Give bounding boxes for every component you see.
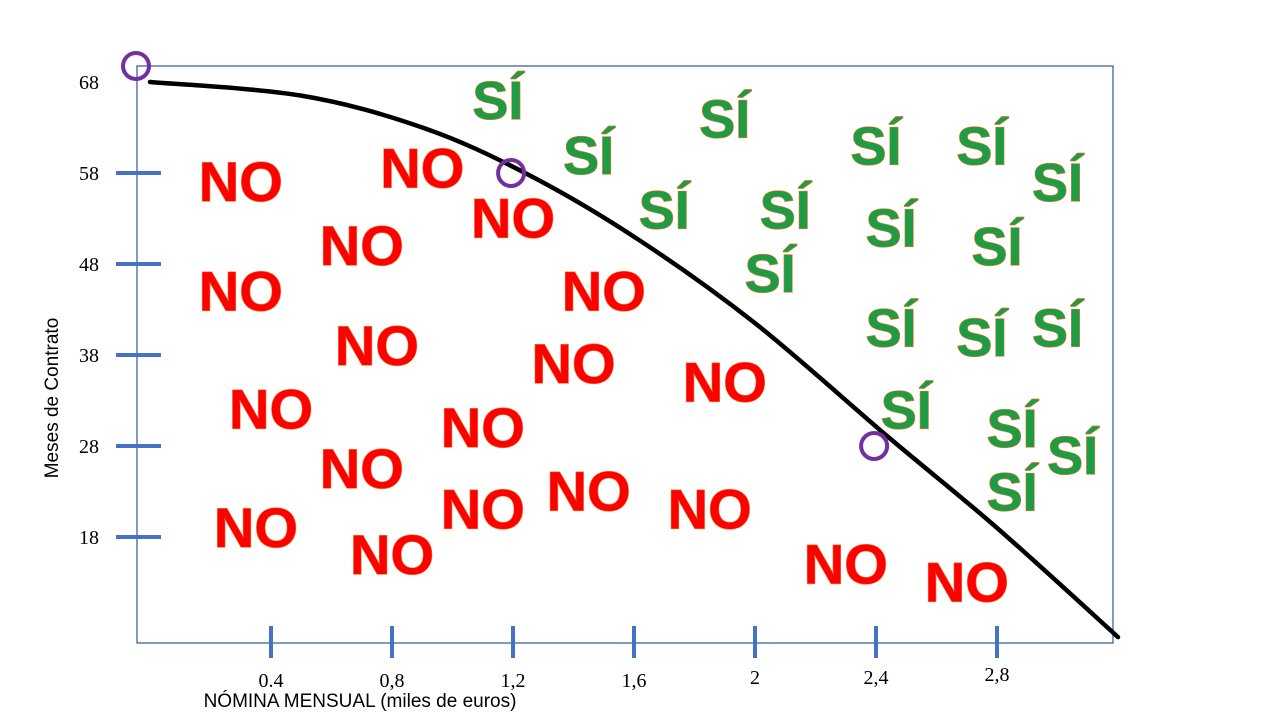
point-no: NO xyxy=(199,259,283,322)
y-axis-title: Meses de Contrato xyxy=(42,318,63,479)
point-si: SÍ xyxy=(699,89,752,149)
point-si: SÍ xyxy=(866,199,919,259)
point-si: SÍ xyxy=(639,180,692,240)
point-si: SÍ xyxy=(472,71,525,131)
point-no: NO xyxy=(199,150,283,213)
decision-boundary xyxy=(147,79,1121,640)
point-no: NO xyxy=(668,478,752,541)
point-no: NO xyxy=(320,214,404,277)
y-tick-label: 18 xyxy=(79,527,99,549)
x-tick-label: 2,8 xyxy=(985,664,1010,686)
highlight-marker xyxy=(496,158,527,188)
y-tick-label: 48 xyxy=(79,254,99,276)
y-tick-label: 58 xyxy=(79,163,99,185)
point-no: NO xyxy=(441,478,525,541)
y-tick-label: 38 xyxy=(79,345,99,367)
y-tick-label: 68 xyxy=(79,72,99,94)
x-tick-label: 0.4 xyxy=(259,670,284,692)
point-no: NO xyxy=(471,187,555,250)
point-si: SÍ xyxy=(1047,426,1100,486)
point-si: SÍ xyxy=(760,180,813,240)
point-no: NO xyxy=(532,332,616,395)
highlight-marker xyxy=(121,51,151,81)
point-no: NO xyxy=(229,378,313,441)
x-axis-title: NÓMINA MENSUAL (miles de euros) xyxy=(204,690,517,712)
point-si: SÍ xyxy=(745,244,798,304)
point-no: NO xyxy=(562,259,646,322)
x-tick-label: 2,4 xyxy=(864,667,889,689)
x-tick-label: 1,2 xyxy=(501,670,526,692)
point-si: SÍ xyxy=(956,308,1009,368)
x-tick-label: 1,6 xyxy=(622,670,647,692)
point-no: NO xyxy=(380,136,464,199)
point-no: NO xyxy=(925,551,1009,614)
point-si: SÍ xyxy=(850,117,903,177)
x-tick-label: 0,8 xyxy=(380,670,405,692)
point-no: NO xyxy=(214,496,298,559)
point-si: SÍ xyxy=(881,381,934,441)
point-si: SÍ xyxy=(971,217,1024,277)
point-no: NO xyxy=(804,532,888,595)
x-tick-label: 2 xyxy=(750,667,760,689)
point-no: NO xyxy=(335,314,419,377)
point-si: SÍ xyxy=(1032,299,1085,359)
point-si: SÍ xyxy=(866,299,919,359)
point-si: SÍ xyxy=(956,117,1009,177)
y-tick-label: 28 xyxy=(79,436,99,458)
point-no: NO xyxy=(320,437,404,500)
highlight-marker xyxy=(859,431,890,461)
point-no: NO xyxy=(683,350,767,413)
point-no: NO xyxy=(547,460,631,523)
point-si: SÍ xyxy=(987,463,1040,523)
point-no: NO xyxy=(441,396,525,459)
point-si: SÍ xyxy=(1032,153,1085,213)
point-si: SÍ xyxy=(987,399,1040,459)
point-no: NO xyxy=(350,523,434,586)
point-si: SÍ xyxy=(563,126,616,186)
